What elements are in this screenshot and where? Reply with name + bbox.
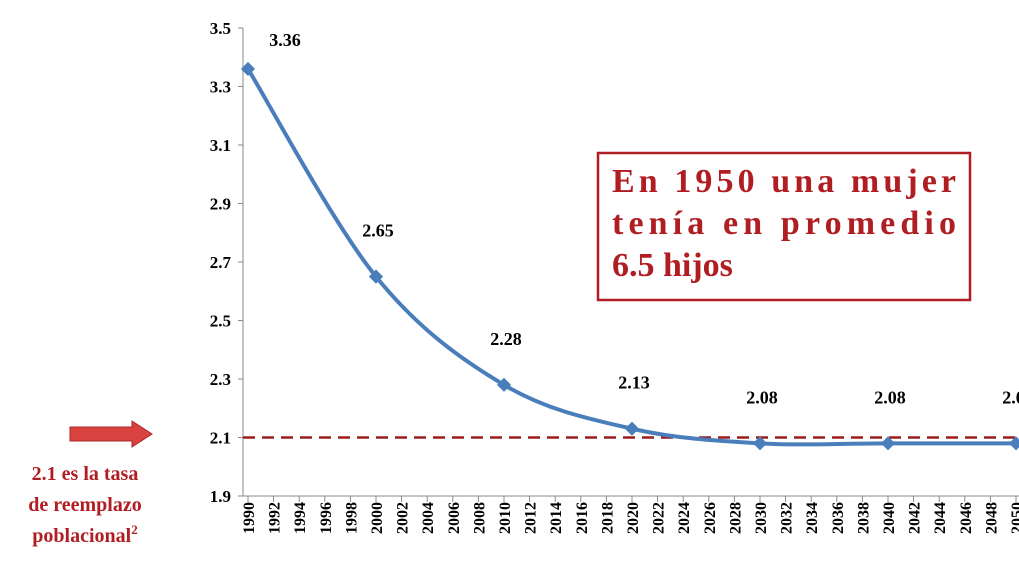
x-tick-label: 2038 xyxy=(855,502,872,534)
x-tick-label: 1990 xyxy=(241,502,258,534)
reference-note: de reemplazo xyxy=(28,494,142,516)
x-tick-label: 2048 xyxy=(983,502,1000,534)
y-tick-label: 2.1 xyxy=(210,429,231,448)
x-tick-label: 1996 xyxy=(318,502,335,534)
point xyxy=(624,421,640,436)
x-tick-label: 2018 xyxy=(599,502,616,534)
x-tick-label: 2006 xyxy=(446,502,463,534)
x-tick-label: 1994 xyxy=(292,502,309,534)
x-tick-label: 2034 xyxy=(804,502,821,534)
point xyxy=(1008,436,1019,451)
arrow xyxy=(69,420,153,448)
point xyxy=(368,269,384,284)
data-label: 2.28 xyxy=(490,329,522,349)
x-tick-label: 2032 xyxy=(779,502,796,534)
x-tick-label: 2012 xyxy=(523,502,540,534)
x-tick-label: 2022 xyxy=(651,502,668,534)
x-tick-label: 2004 xyxy=(420,502,437,534)
x-tick-label: 2000 xyxy=(369,502,386,534)
x-tick-label: 2002 xyxy=(395,502,412,534)
y-tick-label: 3.5 xyxy=(210,19,231,38)
y-tick-label: 3.3 xyxy=(210,78,231,97)
x-tick-label: 2040 xyxy=(881,502,898,534)
note-text: 6.5 hijos xyxy=(612,247,733,284)
point xyxy=(880,436,896,451)
x-tick-label: 2036 xyxy=(830,502,847,534)
x-tick-label: 2046 xyxy=(958,502,975,534)
x-tick-label: 2008 xyxy=(471,502,488,534)
x-tick-label: 2028 xyxy=(727,502,744,534)
data-label: 2.08 xyxy=(746,387,778,407)
x-tick-label: 2016 xyxy=(574,502,591,534)
x-tick-label: 1992 xyxy=(267,502,284,534)
x-tick-label: 2020 xyxy=(625,502,642,534)
note-text: tenía en promedio xyxy=(612,205,956,242)
x-tick-label: 2024 xyxy=(676,502,693,534)
note-text: En 1950 una mujer xyxy=(612,163,956,200)
x-tick-label: 2042 xyxy=(907,502,924,534)
y-tick-label: 1.9 xyxy=(210,487,231,506)
x-tick-label: 2030 xyxy=(753,502,770,534)
data-label: 2.08 xyxy=(1002,387,1019,407)
note-box xyxy=(596,151,972,302)
reference-note: 2.1 es la tasa xyxy=(32,463,139,485)
y-tick-label: 3.1 xyxy=(210,136,231,155)
point xyxy=(496,377,512,392)
footnote-mark: 2 xyxy=(131,522,138,537)
y-tick-label: 2.9 xyxy=(210,195,231,214)
y-tick-label: 2.7 xyxy=(210,253,232,272)
x-tick-label: 2044 xyxy=(932,502,949,534)
data-label: 2.13 xyxy=(618,373,650,393)
point xyxy=(752,436,768,451)
x-tick-label: 2010 xyxy=(497,502,514,534)
reference-note: poblacional2 xyxy=(32,522,137,547)
y-tick-label: 2.5 xyxy=(210,312,231,331)
x-tick-label: 2026 xyxy=(702,502,719,534)
data-label: 2.65 xyxy=(362,221,394,241)
y-tick-label: 2.3 xyxy=(210,370,231,389)
reference-note-text: poblacional xyxy=(32,525,131,547)
x-tick-label: 2014 xyxy=(548,502,565,534)
data-label: 3.36 xyxy=(269,30,301,50)
x-tick-label: 1998 xyxy=(343,502,360,534)
data-label: 2.08 xyxy=(874,387,906,407)
x-tick-label: 2050 xyxy=(1009,502,1019,534)
